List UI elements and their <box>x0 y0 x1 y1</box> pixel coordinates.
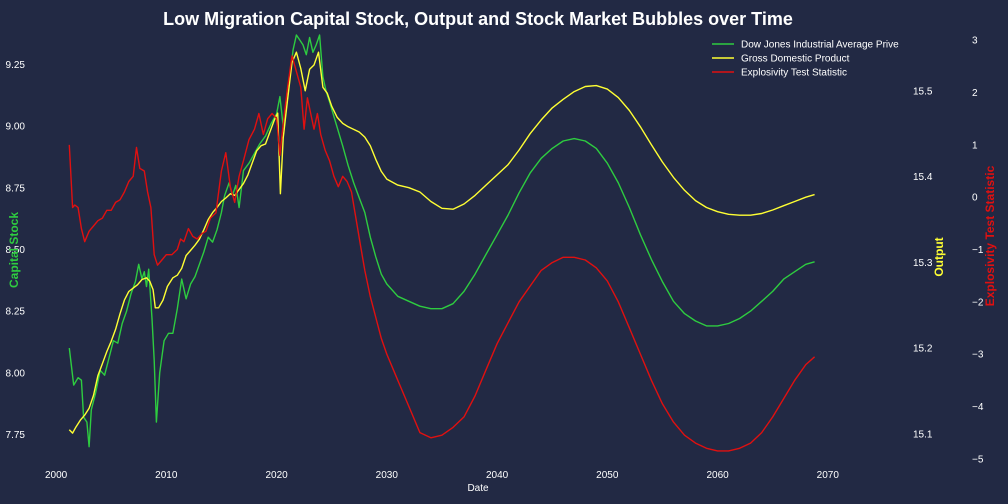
legend-entry: Dow Jones Industrial Average Prive <box>741 40 899 51</box>
y-tick-label-right2: −3 <box>972 350 984 361</box>
y-tick-label-right2: −4 <box>972 402 984 413</box>
y-tick-label-right2: 2 <box>972 88 978 99</box>
y-tick-label-left: 8.75 <box>6 183 26 194</box>
y-tick-label-right2: −5 <box>972 454 984 465</box>
legend-entry: Gross Domestic Product <box>741 54 850 65</box>
y-tick-label-right: 15.3 <box>913 258 933 269</box>
chart-title: Low Migration Capital Stock, Output and … <box>163 9 793 29</box>
y-axis-left: 7.75 8.00 8.25 8.50 8.75 9.00 9.25 <box>6 60 26 441</box>
y-tick-label-left: 8.00 <box>6 368 26 379</box>
y-axis-right-2-label: Explosivity Test Statistic <box>983 165 997 306</box>
x-tick-label: 2040 <box>486 470 509 481</box>
y-tick-label-right2: −1 <box>972 245 984 256</box>
x-tick-label: 2010 <box>155 470 178 481</box>
series-line-1 <box>68 34 815 448</box>
legend-entry: Explosivity Test Statistic <box>741 68 847 79</box>
y-tick-label-left: 9.25 <box>6 60 26 71</box>
y-tick-label-left: 8.50 <box>6 245 26 256</box>
y-tick-label-right2: 3 <box>972 36 978 47</box>
y-axis-right-2: −5 −4 −3 −2 −1 0 1 2 3 <box>972 36 984 466</box>
y-axis-right-label: Output <box>932 237 946 276</box>
x-tick-label: 2050 <box>596 470 619 481</box>
y-tick-label-left: 8.25 <box>6 307 26 318</box>
x-tick-label: 2030 <box>376 470 399 481</box>
series-line-2 <box>68 51 815 434</box>
x-tick-label: 2020 <box>265 470 288 481</box>
y-tick-label-right: 15.1 <box>913 430 933 441</box>
y-tick-label-right2: 1 <box>972 140 978 151</box>
y-tick-label-right: 15.4 <box>913 172 933 183</box>
y-tick-label-right: 15.5 <box>913 86 933 97</box>
y-tick-label-left: 9.00 <box>6 122 26 133</box>
x-axis-label: Date <box>467 483 489 494</box>
x-axis: 2000 2010 2020 2030 2040 2050 2060 2070 <box>45 470 839 481</box>
x-tick-label: 2000 <box>45 470 68 481</box>
legend: Dow Jones Industrial Average Prive Gross … <box>712 40 899 79</box>
y-axis-right: 15.1 15.2 15.3 15.4 15.5 <box>913 86 933 440</box>
x-tick-label: 2060 <box>706 470 729 481</box>
y-tick-label-right: 15.2 <box>913 344 933 355</box>
plot-lines <box>68 34 816 452</box>
y-tick-label-left: 7.75 <box>6 430 26 441</box>
x-tick-label: 2070 <box>817 470 840 481</box>
y-tick-label-right2: −2 <box>972 297 984 308</box>
y-tick-label-right2: 0 <box>972 193 978 204</box>
y-axis-left-label: Capital Stock <box>7 212 21 288</box>
series-line-3 <box>68 55 816 452</box>
